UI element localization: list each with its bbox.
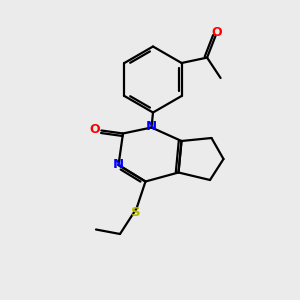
Text: O: O	[212, 26, 222, 39]
Text: S: S	[131, 206, 141, 219]
Text: O: O	[89, 123, 100, 136]
Text: N: N	[146, 120, 157, 134]
Text: N: N	[112, 158, 124, 172]
